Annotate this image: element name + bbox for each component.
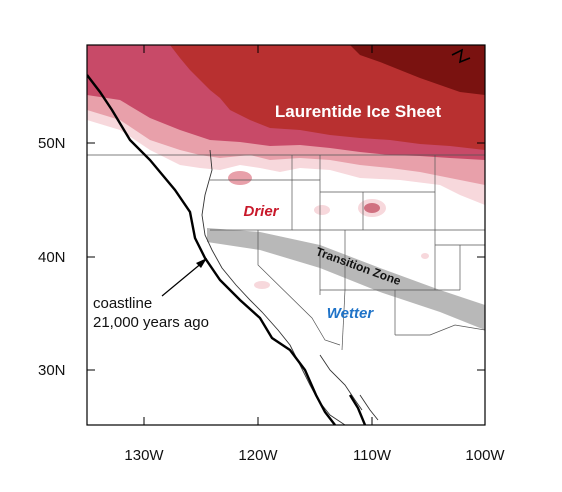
coastline-arrow (161, 258, 207, 297)
drier-patch-1 (228, 171, 252, 185)
small-patch-2 (421, 253, 429, 259)
ice-sheet-label: Laurentide Ice Sheet (275, 102, 442, 121)
lon-tick-label: 130W (124, 447, 164, 464)
lon-tick-label: 120W (238, 447, 278, 464)
axis-ticks (87, 45, 486, 425)
wetter-label: Wetter (327, 305, 375, 322)
transition-zone-band (207, 228, 485, 330)
ice-edge-outline (451, 48, 471, 64)
lon-tick-label: 110W (353, 447, 392, 464)
drier-patch-4 (314, 205, 330, 215)
drier-patch-3 (364, 203, 380, 213)
coastline-age-label: 21,000 years ago (93, 314, 209, 331)
lat-tick-label: 50N (38, 135, 66, 152)
drier-label: Drier (243, 203, 279, 220)
ice-sheet-shading (87, 45, 485, 289)
lat-tick-label: 40N (38, 249, 66, 266)
small-patch-1 (254, 281, 270, 289)
ice-band-dark (350, 45, 485, 95)
paleo-coastline (87, 74, 336, 425)
map-area (87, 45, 485, 425)
state-borders (87, 154, 485, 351)
coastline-label: coastline (93, 295, 152, 312)
lon-tick-label: 100W (465, 447, 505, 464)
lat-tick-label: 30N (38, 362, 66, 379)
plot-frame (86, 44, 486, 426)
paleo-coastline-baja (348, 394, 367, 425)
